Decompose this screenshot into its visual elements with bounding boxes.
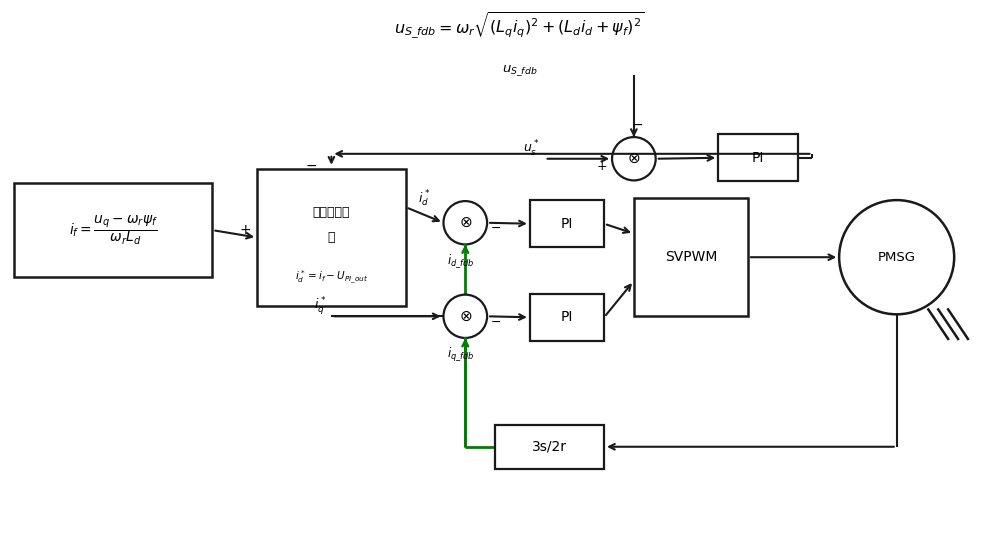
Text: $i_q^*$: $i_q^*$ xyxy=(314,295,326,318)
Text: $\otimes$: $\otimes$ xyxy=(627,151,641,166)
Text: $u_{S\_fdb}$: $u_{S\_fdb}$ xyxy=(502,63,538,78)
Text: $i_d^*$: $i_d^*$ xyxy=(418,189,430,209)
Circle shape xyxy=(443,295,487,338)
Bar xyxy=(14,183,212,277)
Text: $\otimes$: $\otimes$ xyxy=(459,215,472,230)
Text: −: − xyxy=(631,118,643,132)
Bar xyxy=(495,424,604,469)
Text: $i_{q\_fdb}$: $i_{q\_fdb}$ xyxy=(447,346,474,364)
Text: 定: 定 xyxy=(328,231,335,244)
Text: PI: PI xyxy=(561,217,573,231)
Text: PI: PI xyxy=(752,151,764,165)
Text: +: + xyxy=(596,160,607,173)
Circle shape xyxy=(839,200,954,314)
Bar xyxy=(530,200,604,247)
Circle shape xyxy=(443,201,487,244)
Text: 3s/2r: 3s/2r xyxy=(532,440,567,454)
Circle shape xyxy=(612,137,656,180)
Text: SVPWM: SVPWM xyxy=(665,250,717,264)
Text: PMSG: PMSG xyxy=(878,251,916,264)
Text: $\otimes$: $\otimes$ xyxy=(459,309,472,324)
Bar xyxy=(530,294,604,341)
Text: $i_d^*=i_f-U_{PI\_out}$: $i_d^*=i_f-U_{PI\_out}$ xyxy=(295,268,368,285)
Text: 恒壓控制給: 恒壓控制給 xyxy=(313,206,350,219)
Text: −: − xyxy=(306,159,317,173)
Text: $u_{S\_fdb} = \omega_r\sqrt{(L_q i_q)^2 + (L_d i_d + \psi_f)^2}$: $u_{S\_fdb} = \omega_r\sqrt{(L_q i_q)^2 … xyxy=(394,11,645,41)
Bar xyxy=(718,134,798,182)
Text: −: − xyxy=(491,315,502,328)
Text: $i_{d\_fdb}$: $i_{d\_fdb}$ xyxy=(447,252,474,270)
Text: $u_s^*$: $u_s^*$ xyxy=(523,139,540,159)
Bar xyxy=(634,198,748,317)
Bar xyxy=(257,169,406,306)
Text: PI: PI xyxy=(561,310,573,324)
Text: +: + xyxy=(239,223,251,237)
Text: $i_f = \dfrac{u_q - \omega_r\psi_f}{\omega_r L_d}$: $i_f = \dfrac{u_q - \omega_r\psi_f}{\ome… xyxy=(69,214,158,247)
Text: −: − xyxy=(491,222,502,235)
